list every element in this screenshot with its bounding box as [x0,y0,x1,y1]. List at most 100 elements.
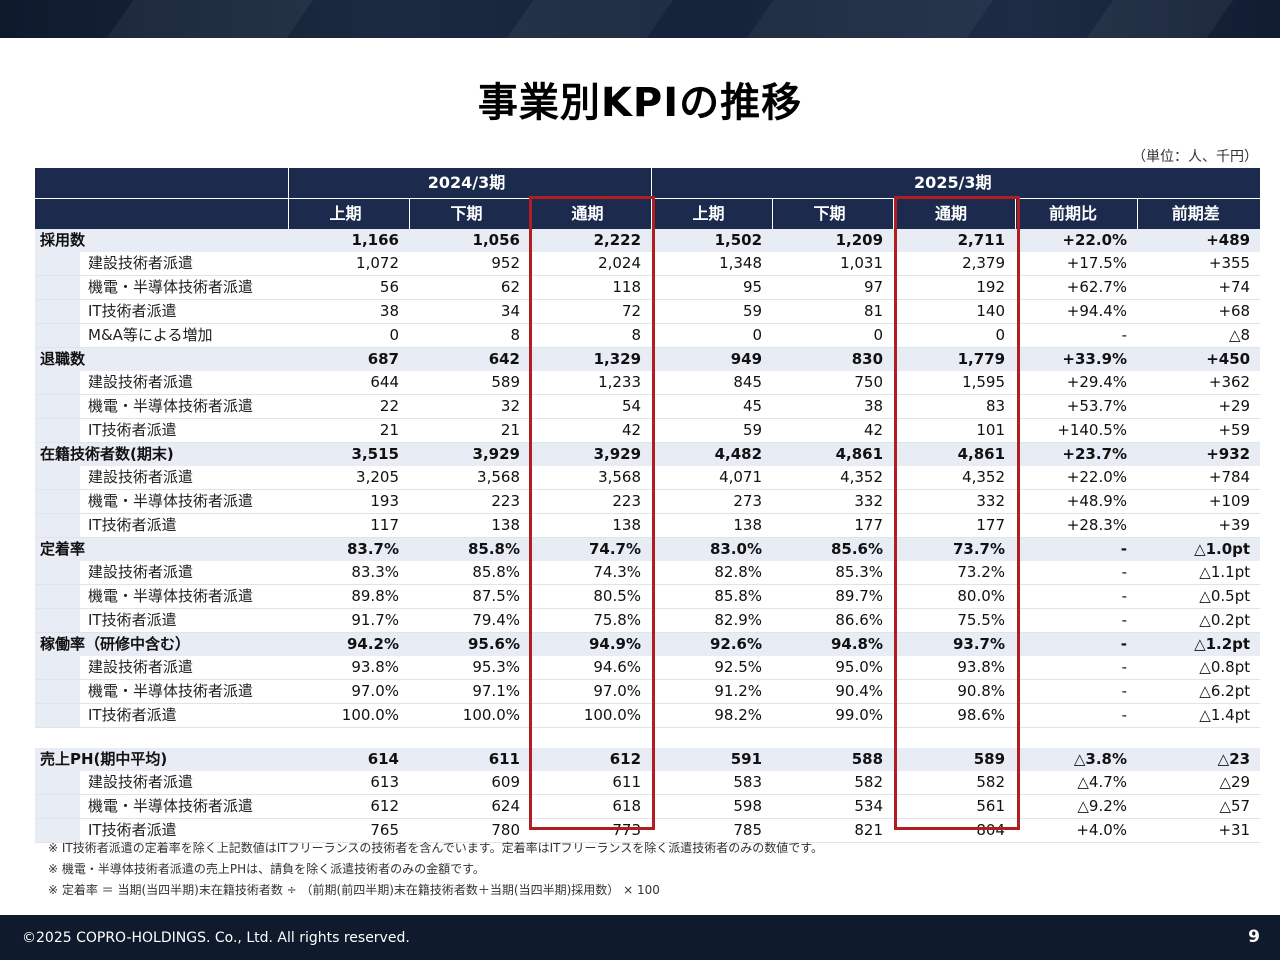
kpi-value: 90.4% [772,679,894,705]
kpi-value: 1,779 [893,347,1016,372]
kpi-value: +4.0% [1015,818,1138,843]
kpi-value: 74.3% [530,561,652,586]
header-col: 上期 [287,198,409,229]
kpi-sub-label: IT技術者派遣 [80,418,288,444]
kpi-value: +74 [1137,275,1261,301]
kpi-sub-label: 機電・半導体技術者派遣 [80,679,288,705]
kpi-value: 3,515 [288,442,409,467]
kpi-value: 1,348 [651,252,773,277]
kpi-value: 140 [893,299,1016,325]
indent-cell [35,252,80,277]
header-col: 前期差 [1136,198,1261,229]
kpi-value: 2,711 [893,229,1016,253]
kpi-table-body: 採用数 1,166 1,056 2,222 1,502 1,209 2,711 +22.0% +… [35,229,1261,843]
kpi-value: 611 [530,770,652,795]
kpi-value: 38 [772,394,894,420]
kpi-value: 0 [288,323,409,349]
kpi-value: 223 [530,489,652,515]
kpi-sub-row: IT技術者派遣 91.7% 79.4% 75.8% 82.9% 86.6% 75.5% - △0… [35,608,1261,634]
kpi-value: 8 [409,323,530,349]
kpi-value: 618 [530,794,652,819]
kpi-sub-row: IT技術者派遣 100.0% 100.0% 100.0% 98.2% 99.0% 98.6%… [35,703,1261,729]
kpi-sub-row: IT技術者派遣 117 138 138 138 177 177 +28.3% +39 [35,513,1261,539]
header-col: 通期 [529,198,652,229]
indent-cell [35,584,80,610]
kpi-value: 100.0% [530,703,652,729]
kpi-value: 93.8% [893,656,1016,681]
kpi-value: 97.0% [530,679,652,705]
kpi-value: 97.1% [409,679,530,705]
kpi-value: △29 [1137,770,1261,795]
kpi-value: +17.5% [1015,252,1138,277]
kpi-sub-row: 機電・半導体技術者派遣 22 32 54 45 38 83 +53.7% +29 [35,394,1261,420]
kpi-value: 1,502 [651,229,773,253]
kpi-value: 87.5% [409,584,530,610]
kpi-value: 611 [409,747,530,771]
kpi-value: +22.0% [1015,229,1138,253]
kpi-value: - [1015,703,1138,729]
kpi-value: - [1015,537,1138,562]
kpi-value: +31 [1137,818,1261,843]
kpi-sub-row: 機電・半導体技術者派遣 97.0% 97.1% 97.0% 91.2% 90.4% 90.8… [35,679,1261,705]
kpi-value: 59 [651,418,773,444]
kpi-label: 売上PH(期中平均) [35,747,288,771]
kpi-value: 193 [288,489,409,515]
kpi-value: △1.4pt [1137,703,1261,729]
spacer-cell [893,727,1016,748]
page-title: 事業別KPIの推移 [477,80,803,126]
kpi-value: +33.9% [1015,347,1138,372]
header-period-2025: 2025/3期 [650,168,1261,199]
kpi-sub-label: 機電・半導体技術者派遣 [80,489,288,515]
kpi-value: △0.5pt [1137,584,1261,610]
kpi-value: 1,233 [530,371,652,396]
indent-cell [35,466,80,491]
kpi-sub-label: 機電・半導体技術者派遣 [80,394,288,420]
header-col: 通期 [892,198,1016,229]
kpi-value: 98.6% [893,703,1016,729]
kpi-value: 22 [288,394,409,420]
kpi-sub-label: 建設技術者派遣 [80,656,288,681]
kpi-value: 3,929 [530,442,652,467]
kpi-value: 21 [409,418,530,444]
kpi-value: 687 [288,347,409,372]
footnote: ※ 機電・半導体技術者派遣の売上PHは、請負を除く派遣技術者のみの金額です。 [48,862,485,876]
kpi-value: 45 [651,394,773,420]
indent-cell [35,371,80,396]
kpi-value: 85.8% [409,537,530,562]
kpi-value: +362 [1137,371,1261,396]
kpi-value: 598 [651,794,773,819]
kpi-value: 765 [288,818,409,843]
kpi-value: 785 [651,818,773,843]
kpi-value: 0 [651,323,773,349]
kpi-value: +94.4% [1015,299,1138,325]
kpi-value: 95 [651,275,773,301]
kpi-value: 223 [409,489,530,515]
kpi-value: 32 [409,394,530,420]
kpi-value: 82.8% [651,561,773,586]
kpi-value: 589 [409,371,530,396]
kpi-value: +39 [1137,513,1261,539]
kpi-sub-label: M&A等による増加 [80,323,288,349]
footnote: ※ 定着率 ＝ 当期(当四半期)末在籍技術者数 ÷ （前期(前四半期)末在籍技術… [48,883,660,897]
indent-cell [35,489,80,515]
kpi-value: 952 [409,252,530,277]
kpi-value: △0.2pt [1137,608,1261,634]
kpi-value: 83.7% [288,537,409,562]
indent-cell [35,679,80,705]
kpi-value: +784 [1137,466,1261,491]
kpi-value: 138 [409,513,530,539]
kpi-value: 59 [651,299,773,325]
kpi-value: 2,379 [893,252,1016,277]
kpi-value: - [1015,323,1138,349]
kpi-value: 1,056 [409,229,530,253]
kpi-sub-row: 建設技術者派遣 3,205 3,568 3,568 4,071 4,352 4,352 +22… [35,466,1261,491]
kpi-value: 80.0% [893,584,1016,610]
kpi-sub-row: M&A等による増加 0 8 8 0 0 0- △8 [35,323,1261,349]
kpi-value: 95.0% [772,656,894,681]
kpi-value: 4,352 [893,466,1016,491]
kpi-value: +29.4% [1015,371,1138,396]
kpi-value: 89.8% [288,584,409,610]
kpi-value: 3,568 [409,466,530,491]
kpi-value: +355 [1137,252,1261,277]
kpi-sub-row: 建設技術者派遣 644 589 1,233 845 750 1,595 +29.4% +362 [35,371,1261,396]
